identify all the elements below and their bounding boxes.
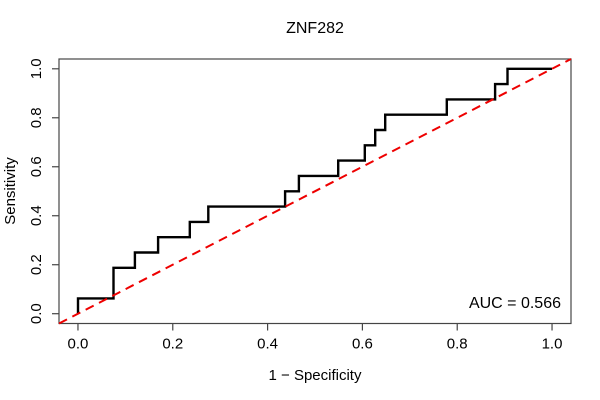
plot-box [58, 58, 572, 325]
x-tick-label: 0.6 [352, 336, 373, 353]
plot-box-group [58, 58, 572, 325]
y-tick-label: 0.4 [28, 205, 45, 226]
roc-curve-line [76, 67, 552, 314]
x-tick-label: 0.0 [68, 336, 89, 353]
data-series-group [58, 58, 572, 325]
y-tick-label: 0.6 [28, 156, 45, 177]
axis-ticks-group: 0.0 0.2 0.4 0.6 0.8 1.0 0.0 0.2 0.4 0.6 0.8 1.0 [28, 58, 562, 352]
y-tick-label: 0.0 [28, 303, 45, 324]
y-tick-label: 1.0 [28, 58, 45, 79]
y-tick-label: 0.8 [28, 107, 45, 128]
x-tick-label: 0.4 [257, 336, 278, 353]
x-axis-label: 1 − Specificity [269, 367, 362, 384]
x-tick-label: 0.2 [162, 336, 183, 353]
chance-diagonal-line [58, 58, 572, 325]
auc-annotation: AUC = 0.566 [469, 295, 561, 312]
x-tick-label: 0.8 [447, 336, 468, 353]
plot-title: ZNF282 [286, 20, 344, 37]
x-tick-label: 1.0 [542, 336, 563, 353]
y-tick-label: 0.2 [28, 254, 45, 275]
y-axis-label: Sensitivity [2, 157, 19, 225]
